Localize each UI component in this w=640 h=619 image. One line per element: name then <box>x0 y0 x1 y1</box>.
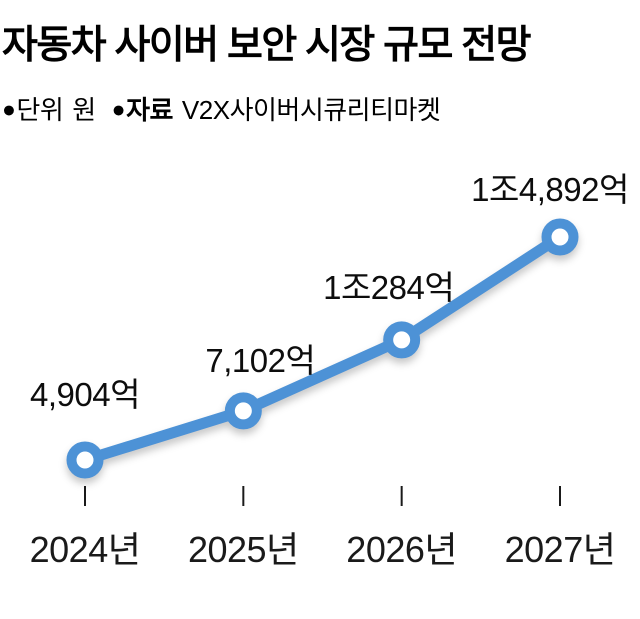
x-axis-label: 2024년 <box>29 529 141 570</box>
unit-value: 원 <box>72 95 96 125</box>
data-label: 1조4,892억 <box>471 171 629 208</box>
data-point-marker <box>224 392 262 430</box>
unit-bullet-icon: ● <box>2 96 16 122</box>
data-point-marker <box>66 441 104 479</box>
data-series <box>66 218 579 479</box>
series-line <box>79 231 566 466</box>
x-axis-label: 2027년 <box>504 529 616 570</box>
data-label: 4,904억 <box>30 376 140 413</box>
data-label: 1조284억 <box>323 268 455 306</box>
source-label: 자료 <box>126 95 173 125</box>
data-point-marker <box>383 321 421 359</box>
x-axis-label: 2026년 <box>346 529 458 570</box>
x-axis-label: 2025년 <box>187 529 299 570</box>
page-title: 자동차 사이버 보안 시장 규모 전망 <box>2 24 532 67</box>
source-bullet-icon: ● <box>111 96 126 122</box>
source-value: V2X사이버시큐리티마켓 <box>181 95 441 125</box>
data-label: 7,102억 <box>205 341 316 379</box>
unit-label: 단위 <box>16 95 64 125</box>
chart-meta: ●단위 원 ●자료 V2X사이버시큐리티마켓 <box>2 90 441 127</box>
data-point-marker <box>541 218 579 256</box>
